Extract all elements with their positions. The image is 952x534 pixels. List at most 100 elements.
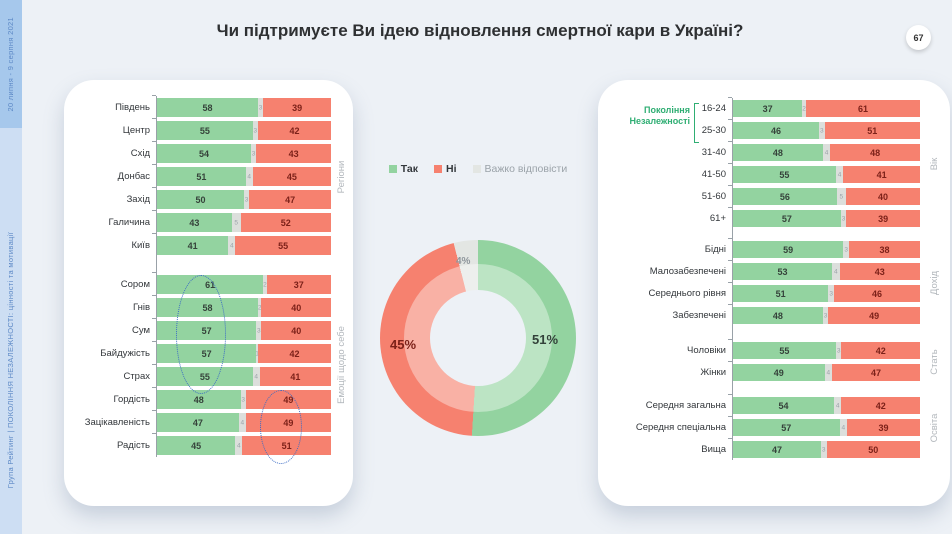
bar-stack: 45 4 51 [152,433,331,455]
bar-stack: 37 2 61 [728,97,920,117]
bar-value-dk: 3 [844,246,848,253]
bar-row-label: Страх [123,371,150,382]
bar-stack: 53 4 43 [728,260,920,280]
bar-row: Чоловіки 55 3 42 [608,339,948,359]
bar-value-no: 49 [869,310,880,321]
bar-seg-dk: 3 [828,285,834,302]
legend-yes-label: Так [400,163,418,175]
bar-seg-dk: 2 [258,298,261,317]
bar-seg-yes: 41 [157,236,229,255]
bar-value-dk: 5 [234,219,238,226]
bar-seg-no: 40 [261,298,331,317]
bar-value-no: 41 [290,371,301,382]
bar-seg-yes: 45 [157,436,236,455]
bar-seg-yes: 51 [157,167,246,186]
bar-seg-yes: 53 [733,263,833,280]
bar-seg-no: 43 [839,263,920,280]
legend-no-label: Ні [446,163,457,175]
bar-value-dk: 3 [841,215,846,222]
bar-value-no: 47 [285,194,296,205]
bar-value-no: 45 [286,171,297,182]
bar-row-label: Гордість [113,394,150,405]
bar-value-yes: 43 [189,217,200,228]
bar-value-dk: 3 [823,312,828,319]
bar-row-label: Вища [701,444,726,455]
bar-value-yes: 55 [779,169,790,180]
bar-value-dk: 4 [824,149,829,156]
legend-dk-label: Важко відповісти [484,163,568,175]
bar-value-dk: 4 [240,419,245,426]
bar-seg-dk: 2 [263,275,267,294]
bar-value-dk: 5 [839,193,844,200]
bar-seg-no: 45 [252,167,331,186]
bar-value-no: 42 [289,125,300,136]
bar-seg-no: 41 [843,166,920,183]
bar-row: Донбас 51 4 45 [72,164,351,186]
bar-seg-no: 42 [841,342,920,359]
bar-stack: 57 3 39 [728,207,921,227]
generation-label-wrap: Покоління Незалежності [608,100,732,146]
sidebar-date-strip: 20 липня - 9 серпня 2021 [0,0,22,128]
bar-value-dk: 3 [829,290,833,297]
bar-value-dk: 4 [835,402,840,409]
bar-stack: 54 4 42 [728,394,921,414]
bar-seg-no: 39 [846,210,921,227]
legend-item-yes: Так [388,163,418,175]
bar-seg-no: 49 [828,307,920,324]
bar-value-dk: 3 [258,104,263,111]
bar-group-income: Бідні 59 3 38 Малозабезпечені 53 4 43 Середнього… [608,238,948,324]
bar-seg-yes: 58 [157,98,258,117]
bar-stack: 57 4 39 [728,416,921,436]
axis-group-label: Освіта [929,413,940,442]
sidebar-credit-strip: Група Рейтинг | ПОКОЛІННЯ НЕЗАЛЕЖНОСТІ: … [0,190,22,530]
bar-row-label: Схід [130,148,150,159]
bar-value-yes: 55 [779,345,790,356]
bar-seg-dk: 4 [839,419,848,436]
bar-seg-no: 42 [257,344,331,363]
bar-value-dk: 3 [256,327,261,334]
bar-group-education: Середня загальна 54 4 42 Середня спеціальна 5… [608,394,948,458]
bar-seg-dk: 3 [843,241,849,258]
bar-value-no: 41 [876,169,887,180]
bar-seg-dk: 3 [822,307,829,324]
bar-stack: 47 3 50 [728,438,920,458]
bar-value-no: 48 [870,147,881,158]
bar-stack: 46 3 51 [728,119,920,139]
bar-row: Центр 55 3 42 [72,118,351,140]
bar-stack: 51 3 46 [728,282,920,302]
bar-value-no: 40 [877,191,888,202]
bar-value-dk: 2 [257,304,262,311]
generation-bracket [694,103,699,143]
bar-stack: 55 3 42 [152,118,331,140]
bar-value-yes: 50 [195,194,206,205]
bar-value-yes: 47 [771,444,782,455]
bar-value-no: 40 [291,302,302,313]
left-chart-panel: Південь 58 3 39 Центр 55 3 42 Схід 54 3 43 Донбас 51 4… [64,80,353,506]
bar-value-yes: 54 [198,148,209,159]
bar-row-label: 41-50 [701,169,726,180]
bar-seg-dk: 3 [256,321,262,340]
bar-value-no: 37 [293,279,304,290]
bar-seg-no: 38 [848,241,920,258]
bar-value-dk: 2 [263,281,267,288]
bar-seg-yes: 37 [733,100,803,117]
bar-value-no: 40 [291,325,302,336]
bar-stack: 55 4 41 [728,163,920,183]
legend-yes-swatch [388,165,397,173]
bar-stack: 55 3 42 [728,339,920,359]
bar-group-regions: Південь 58 3 39 Центр 55 3 42 Схід 54 3 43 Донбас 51 4… [72,95,351,255]
bar-seg-dk: 4 [824,364,833,381]
bar-seg-yes: 48 [733,307,823,324]
bar-value-yes: 41 [187,240,198,251]
bar-value-dk: 3 [821,446,826,453]
bar-value-no: 39 [292,102,303,113]
bar-row: 61+ 57 3 39 [608,207,948,227]
bar-seg-no: 50 [826,441,920,458]
bar-value-no: 42 [289,348,300,359]
bar-row: Галичина 43 5 52 [72,210,351,232]
bar-row-label: 61+ [709,213,726,224]
bar-value-yes: 59 [783,244,794,255]
bar-seg-yes: 57 [733,419,840,436]
donut-label-dk: 4% [456,256,471,267]
